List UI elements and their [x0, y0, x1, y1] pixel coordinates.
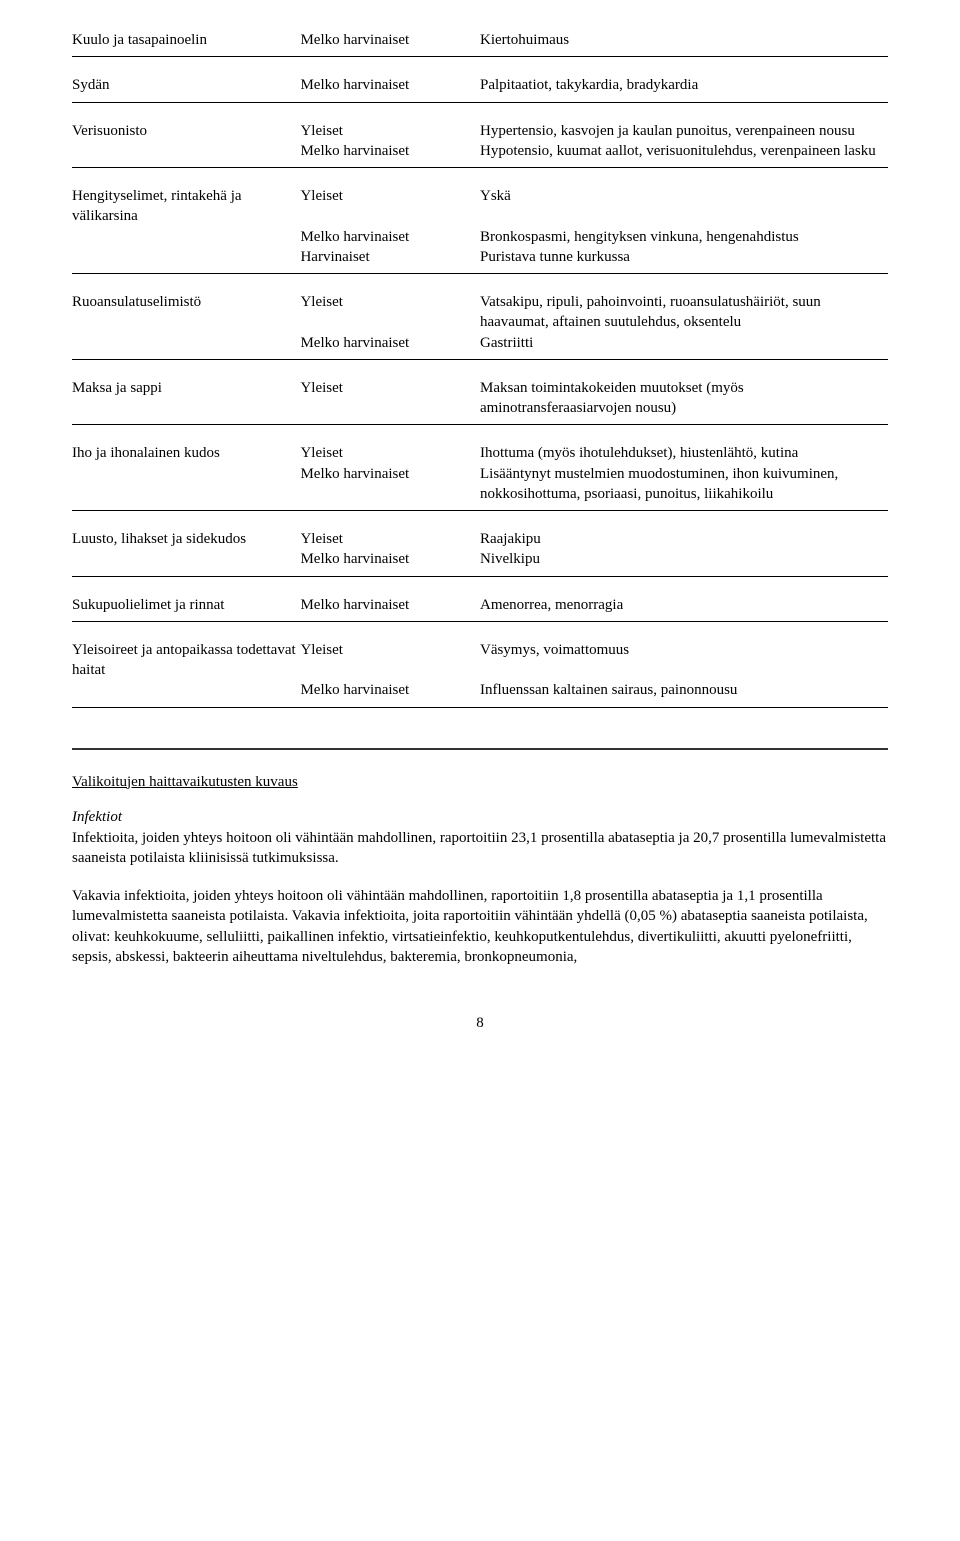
frequency-cell: Yleiset [300, 511, 480, 550]
frequency-cell: Melko harvinaiset [300, 680, 480, 707]
table-row: Melko harvinaisetInfluenssan kaltainen s… [72, 680, 888, 707]
table-row: Kuulo ja tasapainoelinMelko harvinaisetK… [72, 30, 888, 57]
frequency-cell: Yleiset [300, 168, 480, 227]
table-row: HarvinaisetPuristava tunne kurkussa [72, 247, 888, 274]
frequency-cell: Melko harvinaiset [300, 549, 480, 576]
effects-cell: Puristava tunne kurkussa [480, 247, 888, 274]
effects-cell: Raajakipu [480, 511, 888, 550]
body-paragraph: Infektioita, joiden yhteys hoitoon oli v… [72, 828, 888, 869]
table-row: RuoansulatuselimistöYleisetVatsakipu, ri… [72, 274, 888, 333]
effects-cell: Nivelkipu [480, 549, 888, 576]
soc-cell: Yleisoireet ja antopaikassa todettavat h… [72, 621, 300, 680]
effects-cell: Bronkospasmi, hengityksen vinkuna, henge… [480, 227, 888, 247]
table-row: Hengityselimet, rintakehä ja välikarsina… [72, 168, 888, 227]
frequency-cell: Yleiset [300, 359, 480, 425]
frequency-cell: Yleiset [300, 274, 480, 333]
effects-cell: Vatsakipu, ripuli, pahoinvointi, ruoansu… [480, 274, 888, 333]
table-row: SydänMelko harvinaisetPalpitaatiot, taky… [72, 57, 888, 102]
adverse-effects-table: Kuulo ja tasapainoelinMelko harvinaisetK… [72, 30, 888, 708]
table-row: Maksa ja sappiYleisetMaksan toimintakoke… [72, 359, 888, 425]
frequency-cell: Harvinaiset [300, 247, 480, 274]
frequency-cell: Yleiset [300, 102, 480, 141]
frequency-cell: Melko harvinaiset [300, 333, 480, 360]
page-number: 8 [72, 1015, 888, 1032]
soc-cell: Ruoansulatuselimistö [72, 274, 300, 333]
soc-cell: Sukupuolielimet ja rinnat [72, 576, 300, 621]
frequency-cell: Melko harvinaiset [300, 30, 480, 57]
frequency-cell: Yleiset [300, 621, 480, 680]
table-row: Yleisoireet ja antopaikassa todettavat h… [72, 621, 888, 680]
table-row: VerisuonistoYleisetHypertensio, kasvojen… [72, 102, 888, 141]
effects-cell: Maksan toimintakokeiden muutokset (myös … [480, 359, 888, 425]
soc-cell: Verisuonisto [72, 102, 300, 141]
effects-cell: Väsymys, voimattomuus [480, 621, 888, 680]
soc-cell: Sydän [72, 57, 300, 102]
soc-cell [72, 333, 300, 360]
frequency-cell: Melko harvinaiset [300, 57, 480, 102]
effects-cell: Gastriitti [480, 333, 888, 360]
soc-cell: Iho ja ihonalainen kudos [72, 425, 300, 464]
document-page: Kuulo ja tasapainoelinMelko harvinaisetK… [0, 0, 960, 1072]
section-divider [72, 748, 888, 750]
frequency-cell: Melko harvinaiset [300, 576, 480, 621]
effects-cell: Influenssan kaltainen sairaus, painonnou… [480, 680, 888, 707]
effects-cell: Kiertohuimaus [480, 30, 888, 57]
soc-cell [72, 549, 300, 576]
soc-cell: Hengityselimet, rintakehä ja välikarsina [72, 168, 300, 227]
frequency-cell: Melko harvinaiset [300, 141, 480, 168]
frequency-cell: Melko harvinaiset [300, 227, 480, 247]
section-heading: Valikoitujen haittavaikutusten kuvaus [72, 774, 888, 791]
frequency-cell: Melko harvinaiset [300, 464, 480, 511]
soc-cell [72, 227, 300, 247]
effects-cell: Ihottuma (myös ihotulehdukset), hiustenl… [480, 425, 888, 464]
effects-cell: Palpitaatiot, takykardia, bradykardia [480, 57, 888, 102]
effects-cell: Lisääntynyt mustelmien muodostuminen, ih… [480, 464, 888, 511]
effects-cell: Hypertensio, kasvojen ja kaulan punoitus… [480, 102, 888, 141]
table-row: Sukupuolielimet ja rinnatMelko harvinais… [72, 576, 888, 621]
table-row: Melko harvinaisetHypotensio, kuumat aall… [72, 141, 888, 168]
table-row: Iho ja ihonalainen kudosYleisetIhottuma … [72, 425, 888, 464]
table-row: Melko harvinaisetGastriitti [72, 333, 888, 360]
soc-cell [72, 141, 300, 168]
table-row: Melko harvinaisetNivelkipu [72, 549, 888, 576]
soc-cell: Maksa ja sappi [72, 359, 300, 425]
table-row: Luusto, lihakset ja sidekudosYleisetRaaj… [72, 511, 888, 550]
table-row: Melko harvinaisetLisääntynyt mustelmien … [72, 464, 888, 511]
effects-cell: Amenorrea, menorragia [480, 576, 888, 621]
soc-cell [72, 247, 300, 274]
effects-cell: Yskä [480, 168, 888, 227]
soc-cell: Kuulo ja tasapainoelin [72, 30, 300, 57]
soc-cell [72, 464, 300, 511]
soc-cell [72, 680, 300, 707]
subsection-heading: Infektiot [72, 809, 888, 826]
frequency-cell: Yleiset [300, 425, 480, 464]
table-row: Melko harvinaisetBronkospasmi, hengityks… [72, 227, 888, 247]
effects-cell: Hypotensio, kuumat aallot, verisuonitule… [480, 141, 888, 168]
body-paragraph: Vakavia infektioita, joiden yhteys hoito… [72, 886, 888, 967]
soc-cell: Luusto, lihakset ja sidekudos [72, 511, 300, 550]
